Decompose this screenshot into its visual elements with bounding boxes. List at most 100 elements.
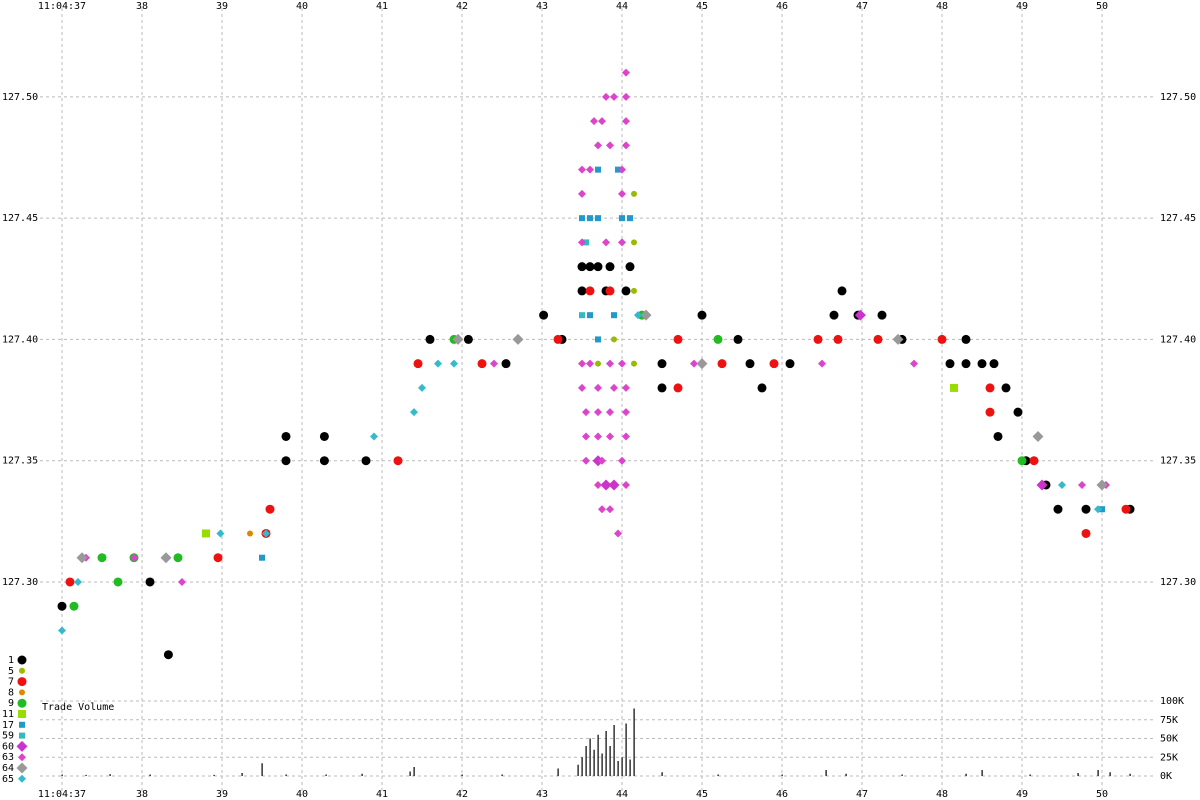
legend-label: 59 — [2, 731, 14, 742]
x-tick-label: 41 — [376, 789, 388, 800]
volume-bar — [625, 723, 627, 776]
volume-bar — [409, 771, 411, 776]
point — [733, 334, 743, 344]
x-tick-label: 46 — [776, 789, 788, 800]
x-tick-label: 38 — [136, 789, 148, 800]
y-tick-label: 127.30 — [1160, 577, 1196, 588]
point — [113, 577, 123, 587]
volume-bar — [825, 770, 827, 776]
y-tick-label: 127.40 — [1160, 334, 1196, 345]
point — [578, 383, 586, 392]
legend-label: 7 — [8, 677, 14, 688]
point — [608, 479, 620, 491]
legend-marker — [16, 762, 28, 774]
point — [319, 431, 329, 441]
x-tick-label: 43 — [536, 1, 548, 12]
volume-bar — [361, 773, 363, 776]
volume-bar — [633, 708, 635, 776]
legend-label: 63 — [2, 752, 14, 763]
volume-bar — [717, 774, 719, 776]
volume-bar — [557, 768, 559, 776]
volume-bar — [261, 763, 263, 776]
point — [160, 552, 172, 564]
point — [1058, 480, 1066, 489]
point — [961, 334, 971, 344]
x-tick-label: 50 — [1096, 1, 1108, 12]
point — [69, 601, 79, 611]
point — [696, 358, 708, 370]
x-tick-label: 45 — [696, 789, 708, 800]
point — [173, 553, 183, 563]
x-tick-label: 39 — [216, 1, 228, 12]
legend-marker — [19, 732, 25, 739]
point — [605, 262, 615, 272]
volume-tick-label: 25K — [1160, 752, 1178, 763]
point — [697, 310, 707, 320]
point — [594, 383, 602, 392]
point — [594, 480, 602, 489]
volume-bar — [1029, 774, 1031, 776]
point — [578, 189, 586, 198]
volume-bar — [461, 774, 463, 776]
point — [605, 286, 615, 296]
volume-title: Trade Volume — [42, 702, 114, 713]
point — [595, 336, 601, 343]
legend-marker — [18, 774, 26, 783]
point — [598, 117, 606, 126]
point — [1081, 504, 1091, 514]
point — [673, 334, 683, 344]
legend-label: 1 — [8, 655, 14, 666]
volume-tick-label: 75K — [1160, 715, 1178, 726]
point — [611, 336, 617, 343]
x-tick-label: 46 — [776, 1, 788, 12]
point — [631, 360, 637, 367]
point — [618, 165, 626, 174]
point — [769, 359, 779, 369]
x-tick-label: 48 — [936, 789, 948, 800]
legend-label: 11 — [2, 709, 14, 720]
legend-marker — [17, 677, 27, 687]
point — [163, 650, 173, 660]
point — [606, 408, 614, 417]
point — [585, 286, 595, 296]
volume-bar — [1109, 772, 1111, 776]
point — [418, 383, 426, 392]
x-tick-label: 50 — [1096, 789, 1108, 800]
point — [610, 92, 618, 101]
x-tick-label: 44 — [616, 1, 628, 12]
point — [463, 334, 473, 344]
point — [425, 334, 435, 344]
legend-marker — [17, 698, 27, 708]
point — [813, 334, 823, 344]
point — [631, 239, 637, 246]
volume-bar — [85, 774, 87, 776]
legend-label: 65 — [2, 774, 14, 785]
x-tick-label: 38 — [136, 1, 148, 12]
point — [490, 359, 498, 368]
legend-marker — [19, 689, 25, 696]
point — [600, 479, 612, 491]
volume-bar — [613, 725, 615, 776]
point — [785, 359, 795, 369]
x-tick-label: 44 — [616, 789, 628, 800]
point — [178, 577, 186, 586]
volume-bar — [609, 746, 611, 776]
volume-bar — [781, 774, 783, 776]
volume-bar — [589, 738, 591, 776]
volume-bar — [593, 749, 595, 776]
volume-bar — [845, 773, 847, 776]
point — [910, 359, 918, 368]
point — [621, 286, 631, 296]
point — [1121, 504, 1131, 514]
point — [602, 238, 610, 247]
point — [625, 262, 635, 272]
point — [595, 360, 601, 367]
point — [961, 359, 971, 369]
point — [578, 238, 586, 247]
point — [281, 431, 291, 441]
point — [213, 553, 223, 563]
volume-bar — [577, 764, 579, 776]
point — [877, 310, 887, 320]
